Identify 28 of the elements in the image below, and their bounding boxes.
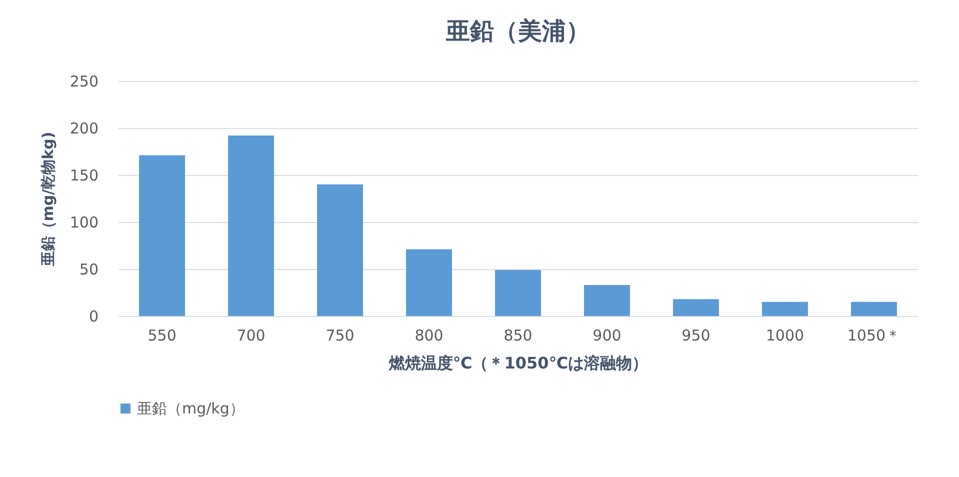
chart-title: 亜鉛（美浦） xyxy=(445,17,590,45)
bar xyxy=(495,270,541,316)
x-tick-label: 1050＊ xyxy=(847,326,901,344)
x-tick-label: 900 xyxy=(592,326,622,344)
bar xyxy=(228,136,274,316)
legend-label: 亜鉛（mg/kg） xyxy=(137,400,244,418)
bar xyxy=(406,249,452,316)
x-axis-title: 燃焼温度℃（＊1050℃は溶融物） xyxy=(388,354,648,372)
x-tick-label: 550 xyxy=(148,326,176,344)
y-tick-label: 100 xyxy=(70,214,98,232)
x-tick-label: 950 xyxy=(682,326,710,344)
bar xyxy=(850,302,897,316)
y-axis-title: 亜鉛（mg/乾物kg) xyxy=(38,132,57,268)
x-tick-label: 800 xyxy=(414,326,444,344)
y-tick-label: 200 xyxy=(70,120,98,138)
x-tick-label: 700 xyxy=(236,326,266,344)
bar xyxy=(139,155,186,316)
y-tick-label: 150 xyxy=(70,166,98,184)
x-tick-label: 850 xyxy=(504,326,532,344)
bar xyxy=(762,302,808,316)
x-tick-label: 750 xyxy=(326,326,354,344)
bar xyxy=(584,284,630,316)
x-tick-label: 1000 xyxy=(766,326,804,344)
y-tick-label: 0 xyxy=(88,308,98,326)
y-tick-label: 250 xyxy=(70,72,98,90)
bar xyxy=(317,184,364,316)
y-tick-label: 50 xyxy=(79,260,98,278)
bar xyxy=(672,299,719,316)
